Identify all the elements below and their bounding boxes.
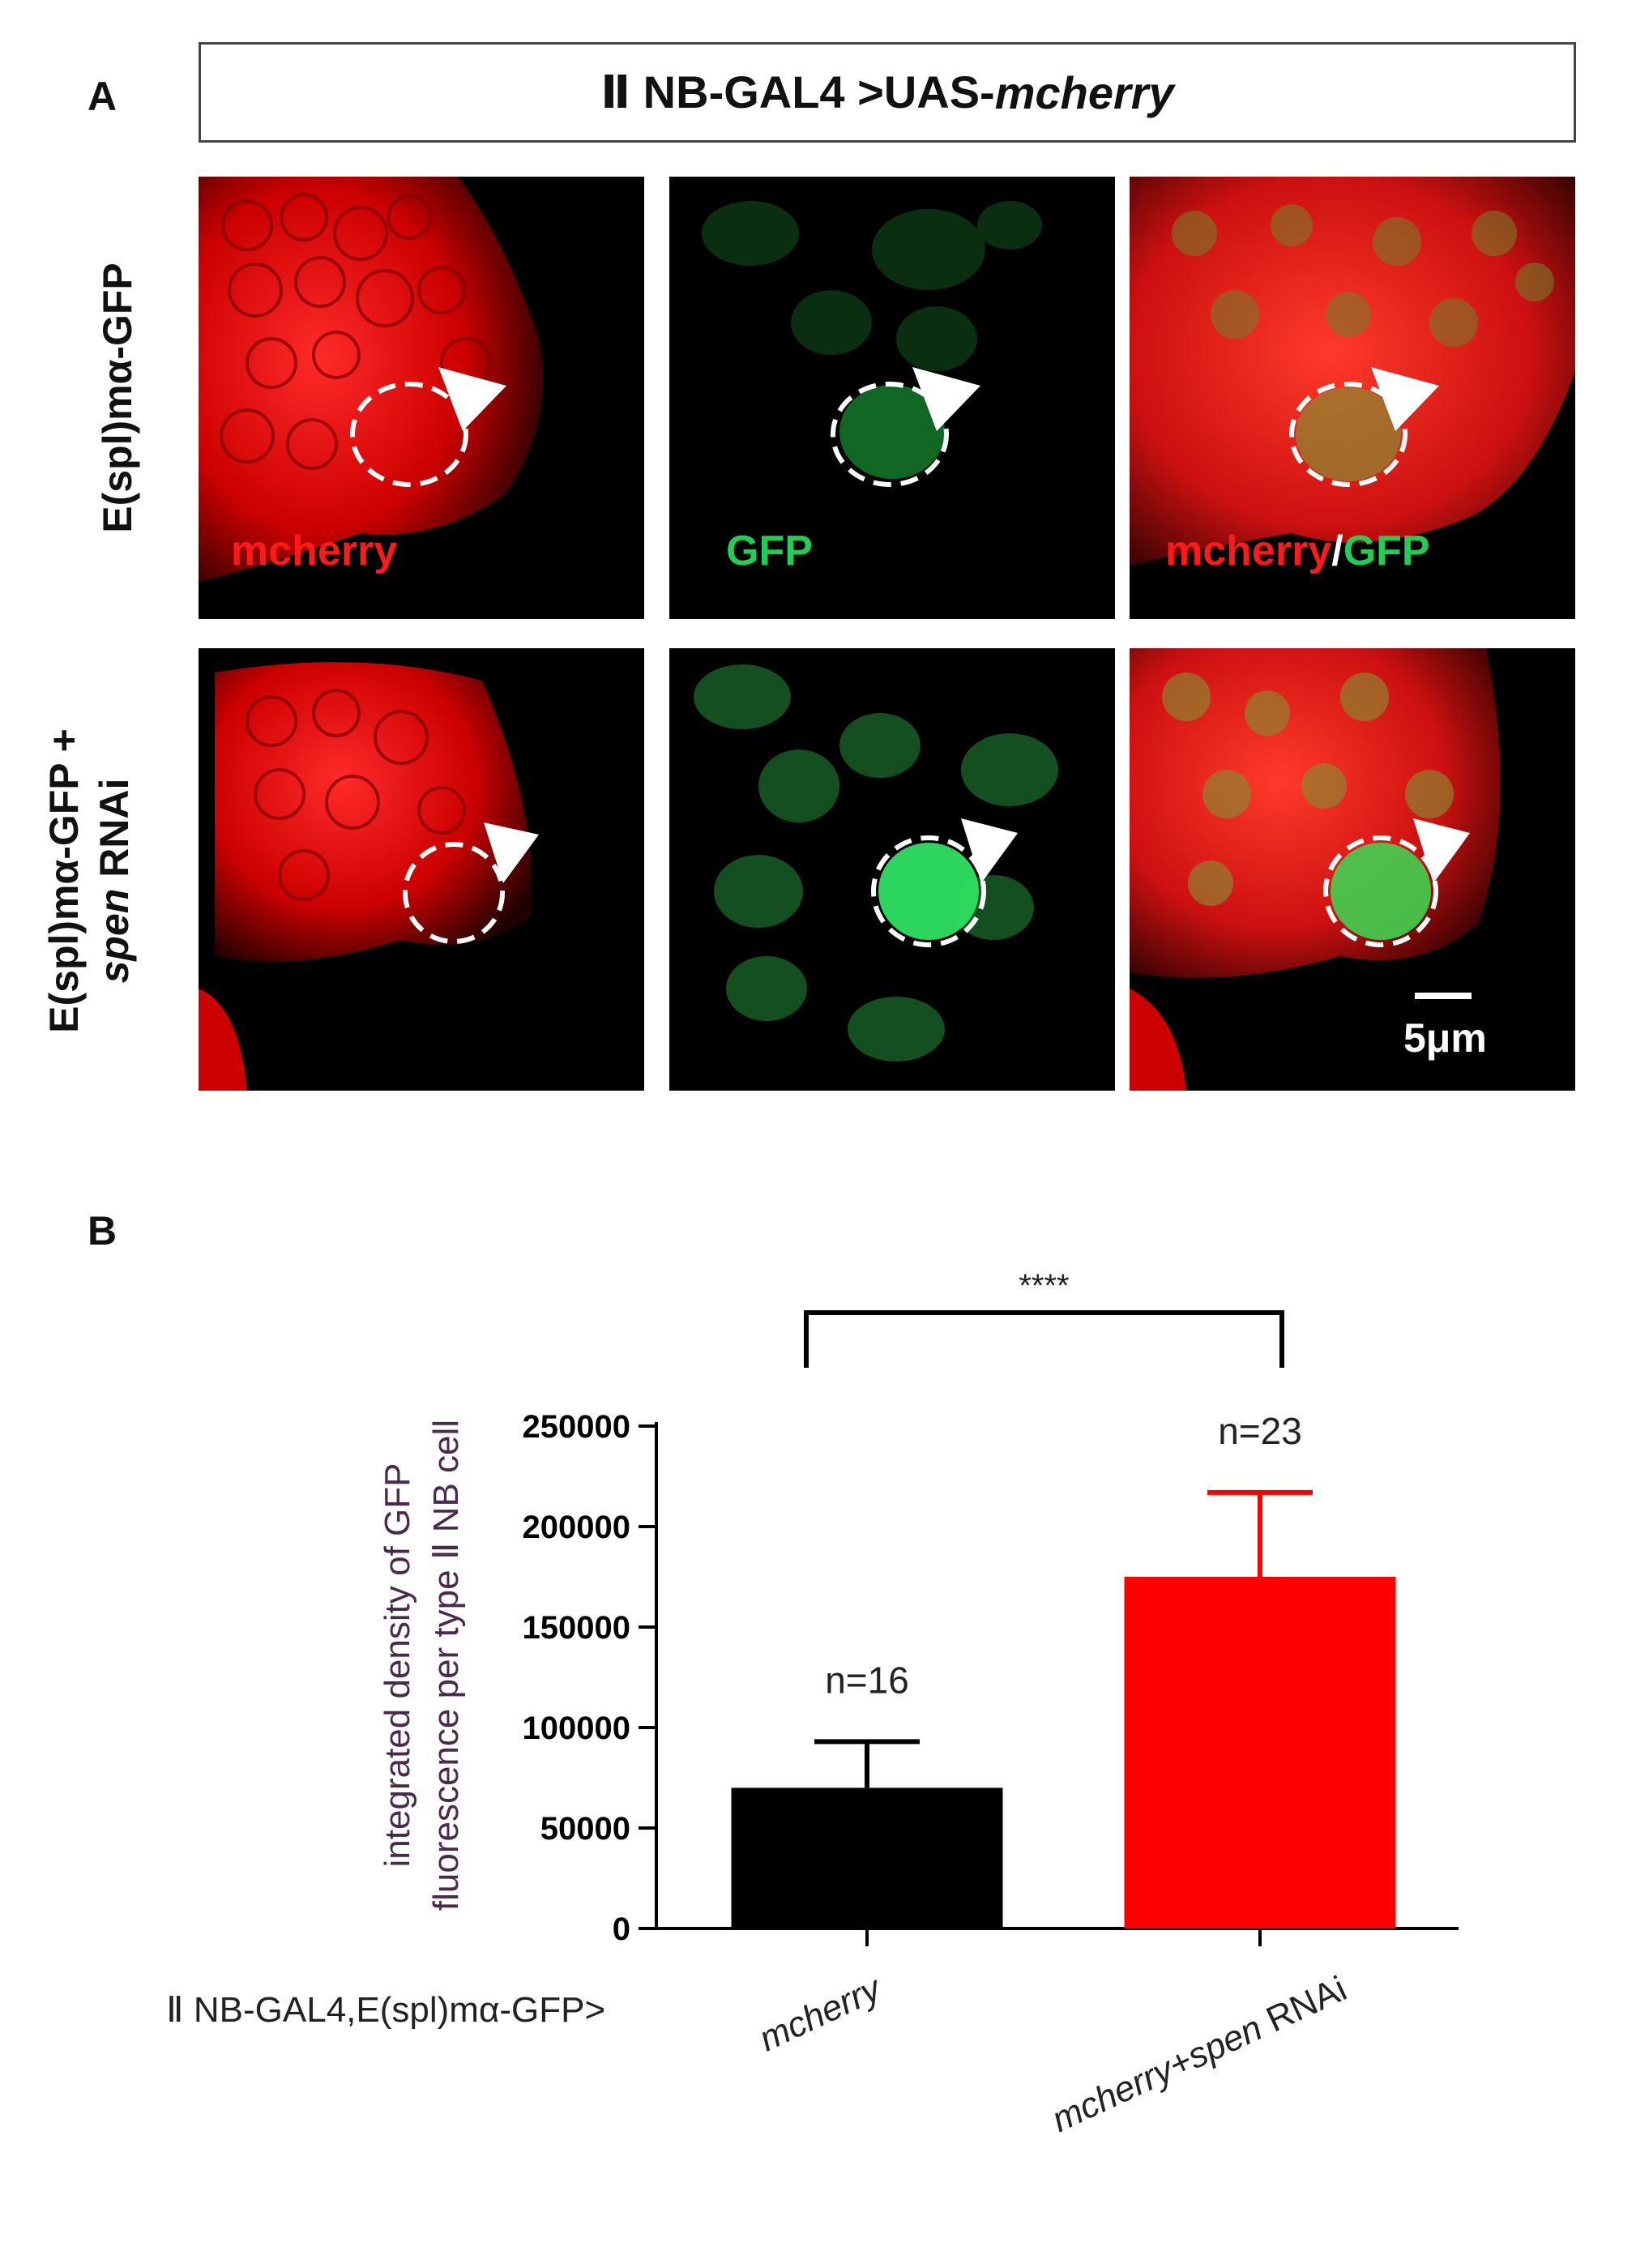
panel-a-title: Ⅱ NB-GAL4 >UAS-mcherry [199, 42, 1576, 143]
row2-label-italic: spen [92, 888, 137, 984]
row2-label-line2: spen RNAi [89, 630, 139, 1132]
row2-label: E(spl)mα-GFP + spen RNAi [39, 630, 139, 1132]
title-italic: mcherry [994, 66, 1174, 118]
significance-bracket [804, 1310, 1284, 1368]
y-tick-label: 50000 [540, 1811, 630, 1847]
bar-chart: 0 50000 100000 150000 200000 250000 integrated… [0, 1199, 1636, 2261]
arrowhead-icon [484, 822, 539, 883]
image-row2-merge [1130, 648, 1575, 1091]
bar-1 [731, 1787, 1003, 1928]
image-row1-gfp [669, 177, 1115, 619]
bar-2 [1124, 1577, 1396, 1928]
row2-label-rest: RNAi [92, 778, 137, 889]
y-tick-label: 0 [613, 1911, 630, 1947]
x-label-1: mcherry [753, 1967, 888, 2059]
row2-label-line1: E(spl)mα-GFP + [41, 728, 87, 1033]
scale-bar [1415, 993, 1472, 999]
y-axis-label: integrated density of GFP [378, 1463, 417, 1868]
row1-mcherry-label: mcherry [231, 527, 398, 574]
image-row2-gfp [669, 648, 1115, 1091]
arrowhead-icon [961, 818, 1018, 883]
scale-bar-label: 5μm [1403, 1015, 1487, 1061]
image-row1-merge [1130, 177, 1575, 619]
arrowhead-icon [1413, 818, 1470, 883]
y-axis-label-2: fluorescence per type Ⅱ NB cell [426, 1420, 466, 1911]
merge-mcherry: mcherry [1165, 527, 1332, 574]
panel-b-letter: B [88, 1208, 117, 1254]
row1-label: E(spl)mα-GFP [95, 263, 140, 533]
y-tick-label: 150000 [523, 1610, 630, 1646]
n-label: n=16 [825, 1659, 909, 1701]
arrowhead-icon [912, 367, 980, 431]
n-label: n=23 [1218, 1410, 1302, 1452]
arrowhead-icon [438, 367, 506, 431]
x-label-2: mcherry+spen RNAi [1046, 1969, 1353, 2140]
y-tick-label: 200000 [523, 1510, 630, 1545]
arrowhead-icon [1371, 367, 1439, 431]
significance-stars: **** [1019, 1268, 1069, 1304]
row1-merge-label: mcherry/GFP [1165, 527, 1430, 575]
title-prefix: Ⅱ NB-GAL4 >UAS- [600, 66, 995, 117]
merge-gfp: GFP [1343, 527, 1430, 574]
y-tick-label: 100000 [523, 1711, 630, 1746]
y-tick-label: 250000 [523, 1409, 630, 1445]
image-row2-mcherry [199, 648, 644, 1091]
bar-chart-svg: 0 50000 100000 150000 200000 250000 integrated… [166, 1268, 1459, 2140]
image-row1-mcherry [199, 177, 644, 619]
row1-gfp-label: GFP [726, 527, 813, 574]
merge-sep: / [1331, 527, 1343, 574]
genotype-label: Ⅱ NB-GAL4,E(spl)mα-GFP> [166, 1990, 605, 2030]
panel-a-letter: A [88, 74, 117, 119]
